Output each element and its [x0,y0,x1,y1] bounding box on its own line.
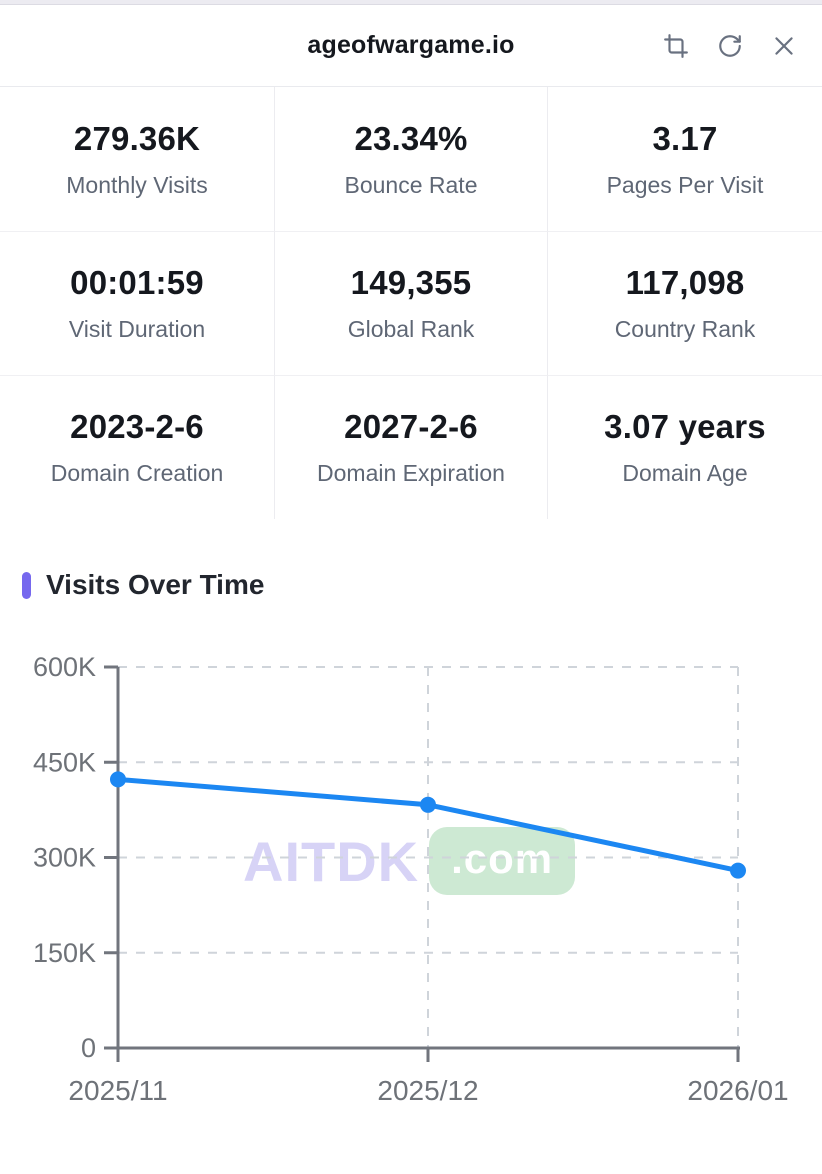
svg-text:450K: 450K [33,747,96,777]
stat-domain-age: 3.07 years Domain Age [548,375,822,519]
stat-domain-expiration: 2027-2-6 Domain Expiration [274,375,548,519]
stat-value: 117,098 [625,264,745,301]
stat-label: Domain Age [622,460,748,486]
header-actions [662,5,798,86]
stat-label: Monthly Visits [66,171,208,198]
section-title: Visits Over Time [46,569,265,600]
stat-value: 2023-2-6 [70,408,204,445]
refresh-button[interactable] [716,32,744,60]
close-icon [775,36,793,55]
stat-value: 2027-2-6 [344,408,478,445]
popup-header: ageofwargame.io [0,5,822,87]
stat-visit-duration: 00:01:59 Visit Duration [0,231,274,375]
section-accent-bar [22,571,31,599]
stats-grid: 279.36K Monthly Visits 23.34% Bounce Rat… [0,87,822,519]
svg-text:300K: 300K [33,843,96,873]
stat-label: Domain Creation [50,460,224,486]
stat-value: 3.17 [652,119,718,157]
svg-text:0: 0 [81,1033,96,1063]
crop-button[interactable] [662,32,690,60]
refresh-icon [719,34,741,57]
stat-value: 279.36K [73,119,201,157]
stat-country-rank: 117,098 Country Rank [548,231,822,375]
stat-label: Domain Expiration [317,460,505,486]
stat-domain-creation: 2023-2-6 Domain Creation [0,375,274,519]
stat-global-rank: 149,355 Global Rank [274,231,548,375]
stat-bounce-rate: 23.34% Bounce Rate [274,87,548,231]
stat-label: Visit Duration [68,316,206,342]
page-title: ageofwargame.io [307,31,515,59]
svg-text:150K: 150K [33,938,96,968]
stat-label: Global Rank [347,316,475,342]
svg-text:2025/11: 2025/11 [68,1075,167,1106]
window-top-strip [0,0,822,5]
watermark-text: AITDK [243,829,420,893]
stat-value: 00:01:59 [70,264,204,301]
line-chart-canvas: 0 150K 300K 450K 600K 2025/11 2025/12 2026/01 [33,652,789,1106]
svg-text:2026/01: 2026/01 [687,1075,788,1106]
stat-label: Pages Per Visit [606,171,764,198]
stat-label: Country Rank [614,316,756,342]
visits-over-time-chart: AITDK .com 0 150K 300K 450K 600K 2025/11 2025/… [0,635,822,1115]
stat-pages-per-visit: 3.17 Pages Per Visit [548,87,822,231]
svg-text:600K: 600K [33,652,96,682]
svg-text:2025/12: 2025/12 [377,1075,478,1106]
stat-monthly-visits: 279.36K Monthly Visits [0,87,274,231]
stat-value: 3.07 years [604,408,766,445]
section-header: Visits Over Time [0,569,822,601]
stat-value: 149,355 [350,264,472,301]
close-button[interactable] [770,32,798,60]
stat-value: 23.34% [354,119,468,157]
crop-icon [664,33,688,58]
stat-label: Bounce Rate [344,171,478,198]
